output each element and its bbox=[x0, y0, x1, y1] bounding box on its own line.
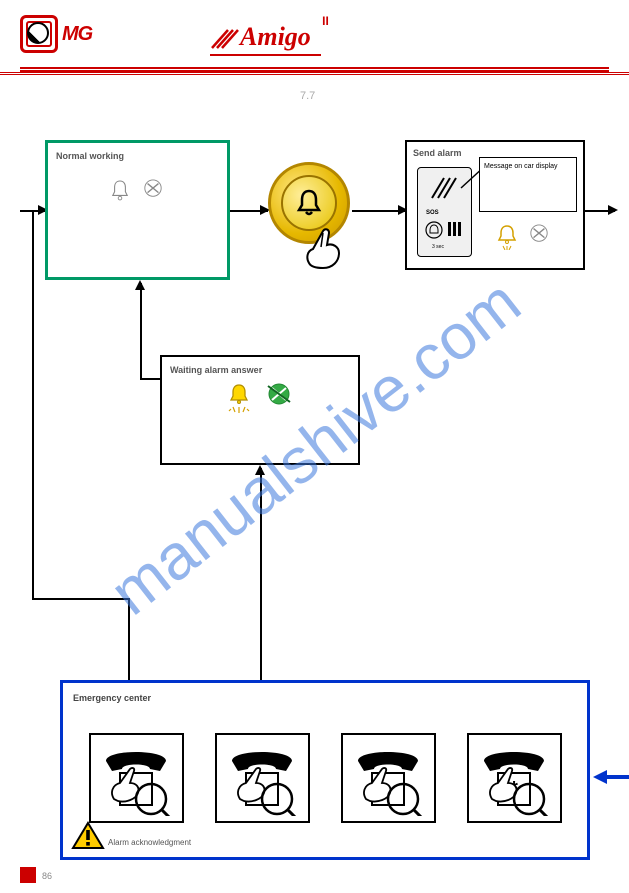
tools-green-icon bbox=[265, 383, 293, 407]
phone-row: * bbox=[73, 733, 577, 823]
phone-step-4: * bbox=[467, 733, 562, 823]
sos-text: SOS bbox=[426, 210, 439, 216]
alarm-ack-text: Alarm acknowledgment bbox=[108, 838, 191, 847]
logo-icon bbox=[20, 15, 58, 53]
phone-step-3 bbox=[341, 733, 436, 823]
middle-box-title: Waiting alarm answer bbox=[170, 365, 350, 375]
section-number: 7.7 bbox=[300, 90, 315, 102]
page-header: MG Amigo II bbox=[0, 0, 629, 75]
phone-dial-star-icon: * bbox=[474, 741, 554, 816]
panel-buttons-icon: 3 sec bbox=[424, 220, 466, 250]
right-status-icons bbox=[497, 224, 551, 250]
amigo-logo: Amigo II bbox=[240, 22, 311, 52]
bell-alarm-icon bbox=[294, 188, 324, 218]
bell-flash-icon bbox=[497, 224, 517, 250]
green-box-title: Normal working bbox=[56, 151, 219, 161]
display-callout: Message on car display bbox=[479, 157, 577, 212]
bell-yellow-flash-icon bbox=[228, 383, 250, 413]
footer-marker bbox=[20, 867, 36, 883]
gold-button-icon bbox=[268, 162, 350, 244]
normal-working-box: Normal working bbox=[45, 140, 230, 280]
tools-status-icon bbox=[527, 224, 551, 244]
device-panel-icon: SOS 3 sec bbox=[417, 167, 472, 257]
page-number: 86 bbox=[42, 871, 52, 881]
omg-logo: MG bbox=[20, 15, 92, 53]
blue-arrow-icon bbox=[593, 768, 629, 786]
phone-step-1 bbox=[89, 733, 184, 823]
phone-dial-icon bbox=[348, 741, 428, 816]
speaker-icon bbox=[430, 176, 462, 204]
phone-step-2 bbox=[215, 733, 310, 823]
amigo-suffix: II bbox=[322, 14, 329, 28]
svg-text:3 sec: 3 sec bbox=[432, 244, 444, 250]
emergency-center-box: Emergency center bbox=[60, 680, 590, 860]
send-alarm-box: Send alarm SOS 3 sec Message on car disp… bbox=[405, 140, 585, 270]
bell-icon bbox=[111, 179, 129, 201]
waiting-box: Waiting alarm answer bbox=[160, 355, 360, 465]
tools-icon bbox=[141, 179, 165, 199]
phone-dial-icon bbox=[222, 741, 302, 816]
logo-text: MG bbox=[62, 23, 92, 46]
warning-icon bbox=[71, 821, 105, 851]
hand-pointer-icon bbox=[301, 223, 356, 278]
flowchart-diagram: Normal working bbox=[0, 120, 629, 880]
alarm-button bbox=[268, 162, 350, 244]
blue-box-title: Emergency center bbox=[73, 693, 577, 703]
amigo-stripes-icon bbox=[210, 28, 250, 52]
phone-dial-icon bbox=[96, 741, 176, 816]
amigo-text: Amigo bbox=[240, 22, 311, 51]
